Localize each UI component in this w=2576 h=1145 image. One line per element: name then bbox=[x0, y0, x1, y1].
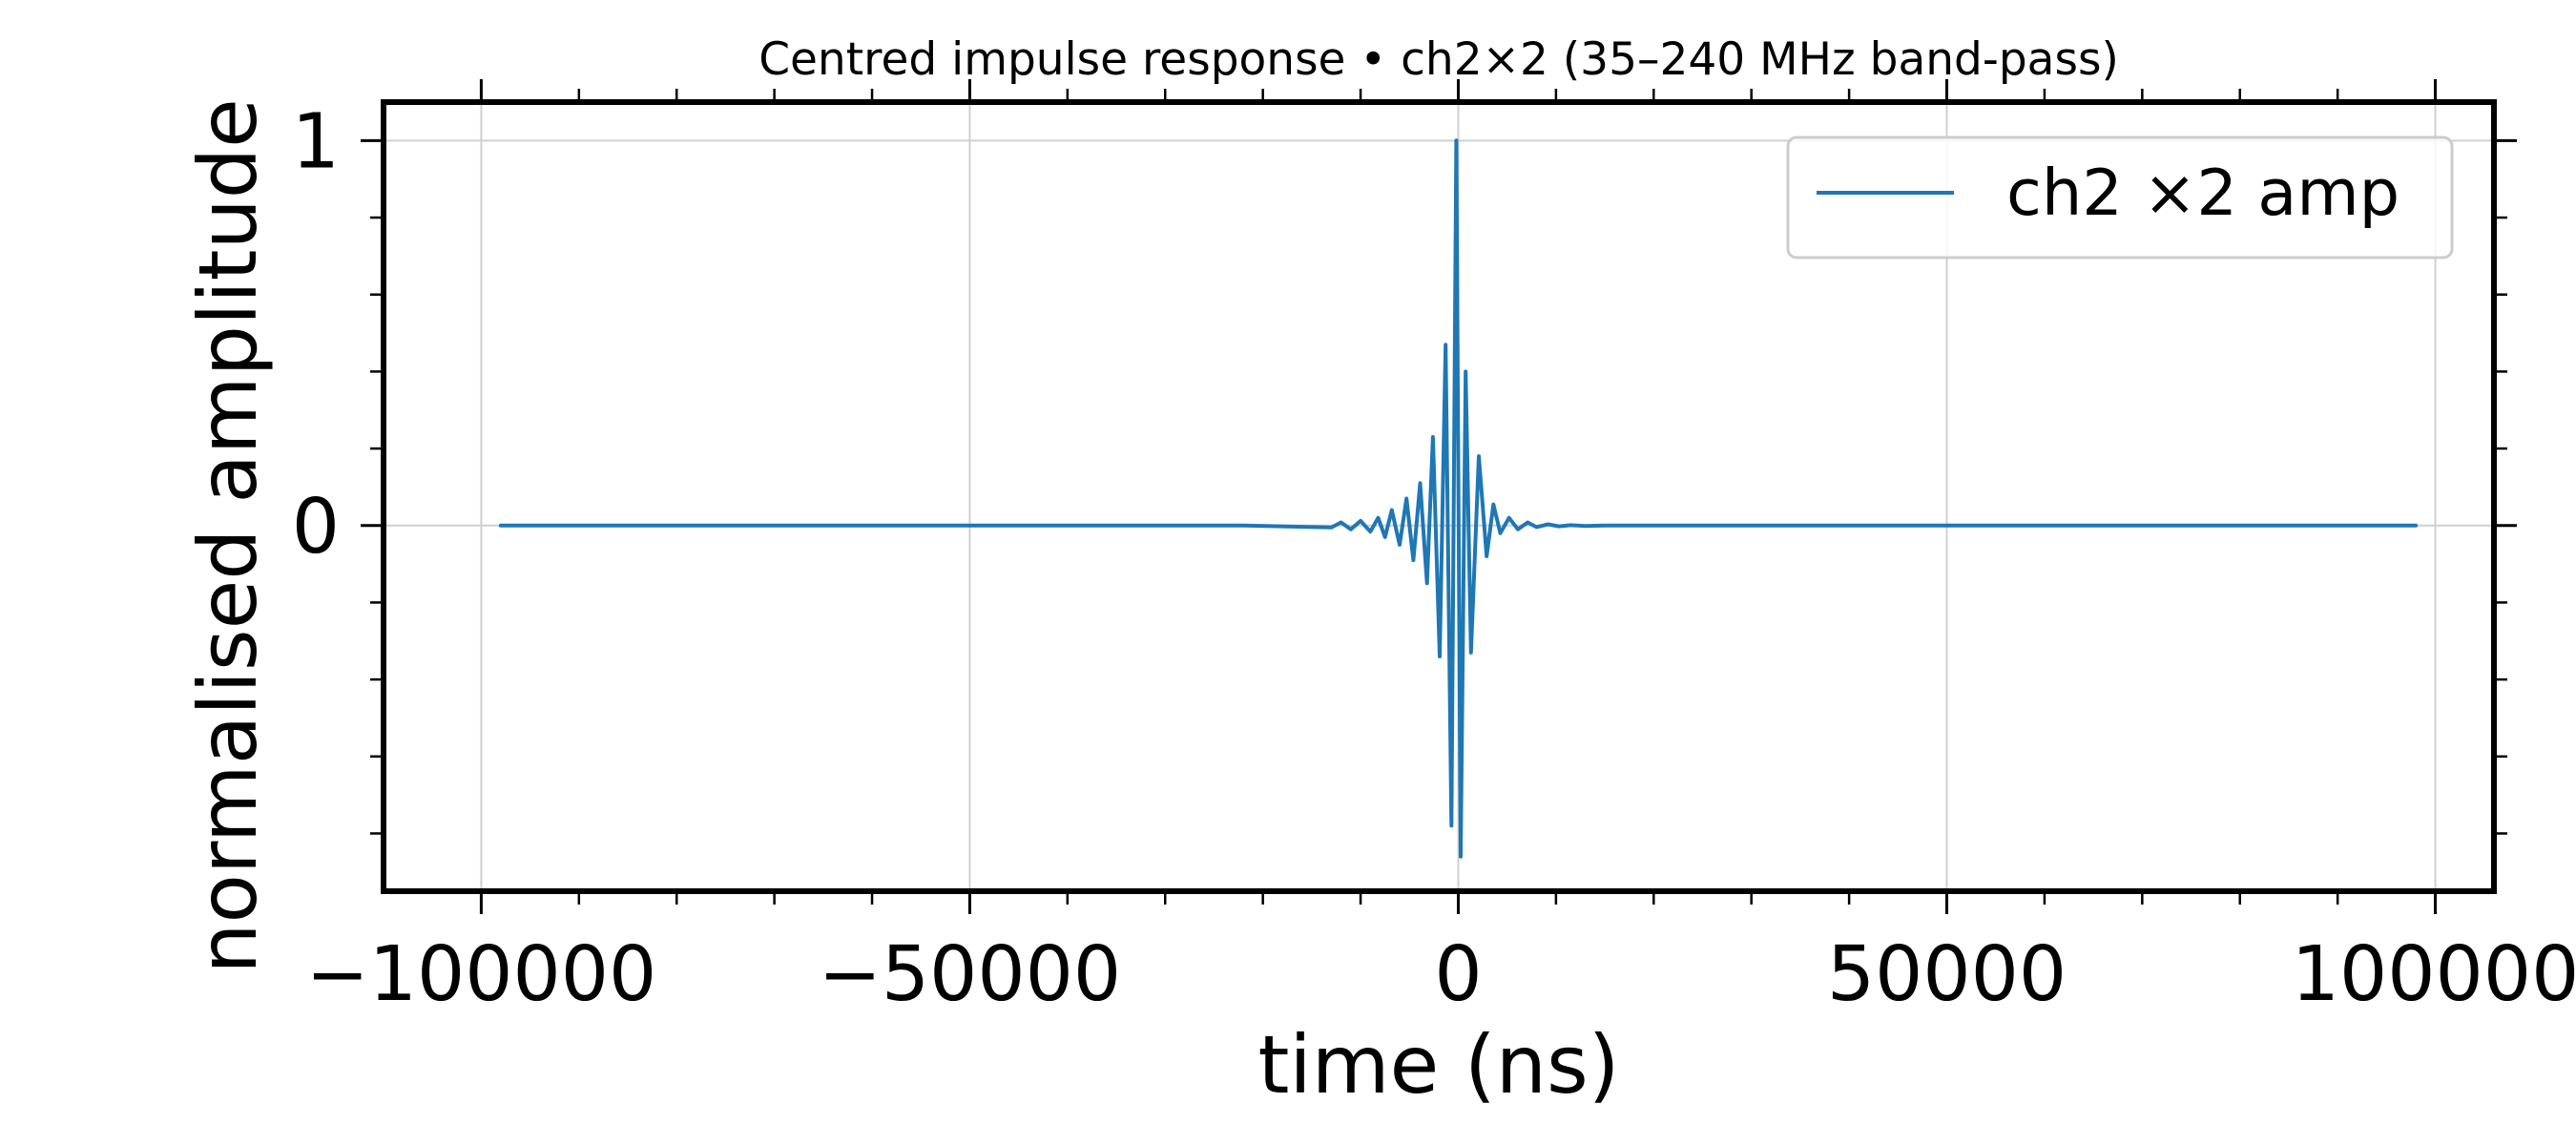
legend-entry-label: ch2 ×2 amp bbox=[2006, 156, 2399, 230]
chart-title: Centred impulse response • ch2×2 (35–240… bbox=[758, 33, 2119, 86]
x-tick-label: −50000 bbox=[819, 930, 1122, 1018]
x-tick-label: 0 bbox=[1434, 930, 1482, 1018]
legend: ch2 ×2 amp bbox=[1786, 135, 2454, 260]
plot-frame bbox=[381, 99, 2497, 894]
y-tick-label: 0 bbox=[292, 483, 340, 571]
x-tick-label: 50000 bbox=[1827, 930, 2067, 1018]
legend-box bbox=[1786, 135, 2454, 260]
y-tick-label: 1 bbox=[292, 97, 340, 185]
x-tick-label: 100000 bbox=[2292, 930, 2576, 1018]
y-axis-label: normalised amplitude bbox=[181, 98, 275, 974]
tick-labels: −100000 −50000 0 50000 100000 0 1 bbox=[292, 97, 2576, 1018]
x-axis-label: time (ns) bbox=[1257, 1018, 1619, 1112]
series-layer bbox=[498, 138, 2419, 859]
x-tick-label: −100000 bbox=[306, 930, 657, 1018]
series-line-0 bbox=[498, 138, 2419, 859]
